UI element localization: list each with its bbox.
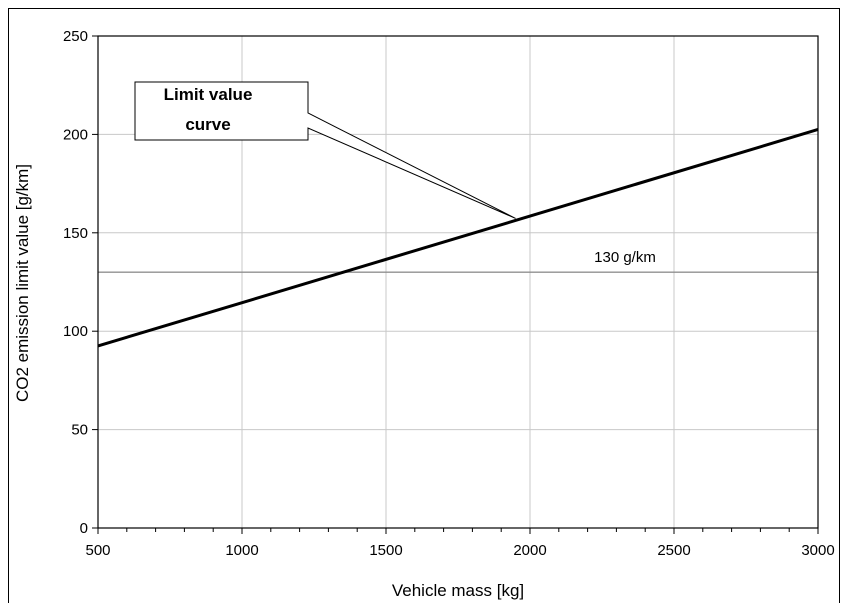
x-tick-label: 1500: [369, 542, 402, 559]
x-tick-label: 3000: [801, 542, 834, 559]
chart-border: [8, 8, 840, 608]
callout-text-line2: curve: [185, 115, 230, 134]
reference-line-label: 130 g/km: [594, 249, 656, 266]
callout-box: [134, 81, 516, 219]
y-tick-label: 100: [63, 323, 88, 340]
callout-text-line1: Limit value: [164, 85, 253, 104]
y-tick-label: 50: [71, 422, 88, 439]
y-tick-label: 250: [63, 28, 88, 45]
ticks-layer: 500 1000 1500 2000 2500 3000 0 50 100 150 200 250: [63, 28, 835, 559]
plot-area-border: [97, 35, 819, 529]
x-tick-label: 2000: [513, 542, 546, 559]
callout-layer: Limit value curve: [134, 81, 516, 219]
x-tick-label: 2500: [657, 542, 690, 559]
x-tick-label: 500: [85, 542, 110, 559]
series-line: [97, 128, 819, 348]
y-tick-label: 200: [63, 126, 88, 143]
x-axis-title: Vehicle mass [kg]: [392, 581, 524, 600]
y-tick-label: 0: [80, 520, 88, 537]
series-layer: [97, 128, 819, 348]
x-tick-label: 1000: [225, 542, 258, 559]
y-tick-label: 150: [63, 225, 88, 242]
y-axis-title: CO2 emission limit value [g/km]: [13, 164, 32, 402]
